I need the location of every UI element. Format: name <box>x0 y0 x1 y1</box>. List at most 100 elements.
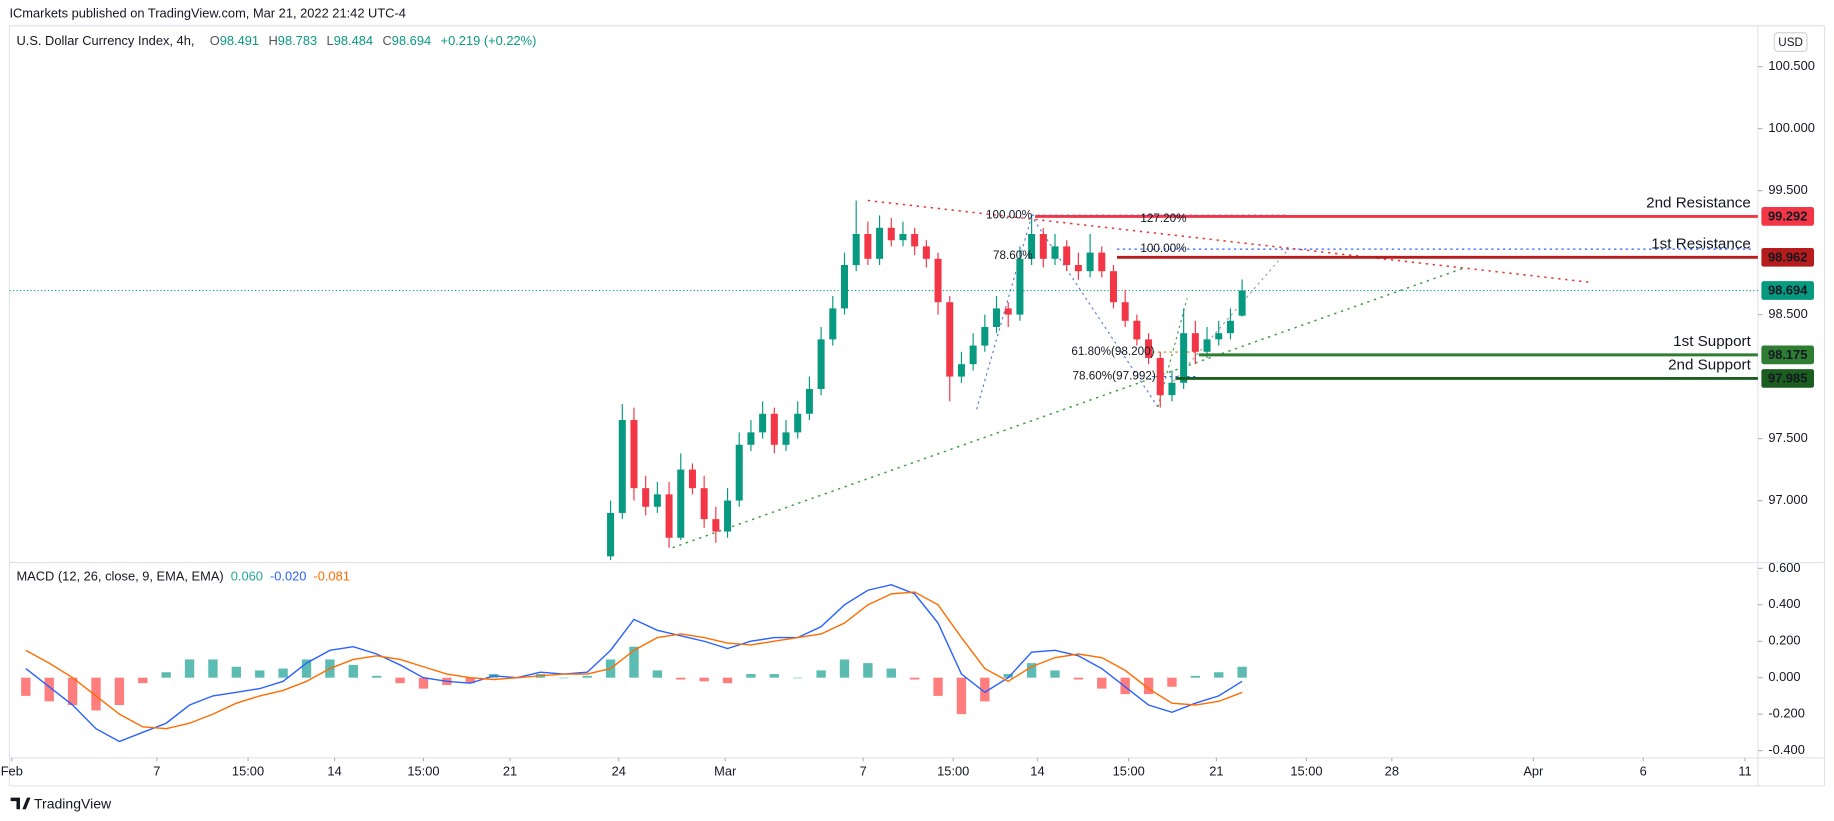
histogram-bar <box>21 677 31 696</box>
macd-value: 0.060 <box>231 569 263 584</box>
histogram-bar <box>699 677 709 682</box>
candle-body <box>1016 258 1024 315</box>
ohlc-value: 98.694 <box>392 33 431 48</box>
candle-body <box>934 258 942 303</box>
y-tick-label: 100.500 <box>1768 58 1814 73</box>
x-tick-label: 15:00 <box>937 763 969 778</box>
histogram-bar <box>933 677 943 696</box>
macd-value: -0.081 <box>313 569 349 584</box>
x-tick-label: 21 <box>1209 763 1223 778</box>
x-tick-label: Apr <box>1523 763 1544 778</box>
histogram-bar <box>676 677 686 680</box>
ohlc-label: O <box>210 33 220 48</box>
histogram-bar <box>629 646 639 678</box>
candle-body <box>642 488 650 507</box>
histogram-bar <box>652 670 663 678</box>
candle-body <box>688 469 696 489</box>
fib-zigzag <box>1169 251 1288 387</box>
histogram-bar <box>208 659 218 678</box>
publisher: ICmarkets published on TradingView.com, … <box>9 5 405 20</box>
histogram-bar <box>1214 672 1224 678</box>
fib-label: 78.60%(97.992) <box>1073 370 1156 383</box>
candle-body <box>1133 320 1141 340</box>
candle-body <box>782 432 790 445</box>
histogram-bar <box>793 677 803 679</box>
histogram-bar <box>465 677 475 684</box>
histogram-bar <box>372 675 382 678</box>
symbol: U.S. Dollar Currency Index, 4h, <box>16 33 194 48</box>
y-tick-label: 0.400 <box>1768 596 1800 611</box>
macd-value: -0.020 <box>270 569 306 584</box>
histogram-bar <box>278 668 288 678</box>
x-tick-label: 15:00 <box>1290 763 1322 778</box>
macd-title: MACD (12, 26, close, 9, EMA, EMA) <box>16 569 223 584</box>
level-badge <box>1761 369 1815 388</box>
signal-line <box>25 591 1243 730</box>
level-value: 97.985 <box>1768 370 1807 385</box>
x-tick-label: 11 <box>1738 763 1751 778</box>
histogram-bar <box>559 677 569 679</box>
candle-body <box>981 326 989 346</box>
histogram-bar <box>44 677 54 702</box>
histogram-bar <box>418 677 429 689</box>
candle-body <box>1145 339 1153 358</box>
ohlc-value: 98.484 <box>334 33 373 48</box>
x-tick-label: 7 <box>860 763 867 778</box>
macd-legend: MACD (12, 26, close, 9, EMA, EMA) 0.060 -0… <box>16 569 349 584</box>
brand-logo <box>10 797 31 810</box>
candle-body <box>1226 320 1234 334</box>
y-tick-label: -0.200 <box>1768 706 1804 721</box>
candle-body <box>899 234 907 241</box>
fib-zigzag <box>976 214 1159 410</box>
histogram-bar <box>1073 677 1084 680</box>
x-tick-label: Mar <box>714 763 737 778</box>
histogram-bar <box>1190 675 1201 678</box>
candle-body <box>805 388 813 414</box>
histogram-bar <box>67 677 78 706</box>
candle-body <box>794 413 802 433</box>
histogram-bar <box>91 677 101 711</box>
histogram-bar <box>863 663 873 678</box>
candle-body <box>1203 339 1211 352</box>
y-tick-label: 0.200 <box>1768 633 1800 648</box>
candle-body <box>1063 246 1071 265</box>
candle-body <box>1215 333 1223 340</box>
x-tick-label: 15:00 <box>1113 763 1145 778</box>
candle-body <box>607 512 615 557</box>
level-label: 2nd Support <box>1668 357 1752 374</box>
candle-body <box>922 246 930 259</box>
ohlc-label: H <box>269 33 278 48</box>
candle-body <box>1051 246 1059 259</box>
candle-body <box>829 308 837 340</box>
candle-body <box>876 227 884 259</box>
candle-body <box>864 234 872 259</box>
y-tick-label: 97.500 <box>1768 430 1807 445</box>
x-tick-label: 28 <box>1385 763 1399 778</box>
candle-body <box>1028 234 1036 259</box>
candle-body <box>852 234 860 265</box>
candle-body <box>618 419 626 513</box>
candle-body <box>712 519 720 532</box>
y-tick-label: 100.000 <box>1768 120 1814 135</box>
candle-body <box>993 308 1001 327</box>
fib-label: 78.60% <box>993 249 1033 262</box>
ohlc-label: L <box>327 33 334 48</box>
level-value: 98.962 <box>1768 249 1807 264</box>
candle-body <box>1109 271 1117 303</box>
candle-body <box>1156 357 1164 396</box>
level-label: 1st Resistance <box>1651 235 1751 252</box>
level-label: 1st Support <box>1673 333 1751 350</box>
histogram-bar <box>746 674 756 678</box>
x-tick-label: 21 <box>503 763 517 778</box>
currency-badge[interactable] <box>1773 32 1808 53</box>
level-value: 98.175 <box>1768 347 1807 362</box>
histogram-bar <box>980 677 990 702</box>
level-badge <box>1761 247 1815 267</box>
histogram-bar <box>956 677 967 715</box>
histogram-bar <box>184 659 195 678</box>
candle-body <box>840 264 848 309</box>
ohlc-label: C <box>382 33 391 48</box>
histogram-bar <box>1050 670 1060 678</box>
histogram-bar <box>582 675 592 678</box>
candle-body <box>735 444 743 501</box>
